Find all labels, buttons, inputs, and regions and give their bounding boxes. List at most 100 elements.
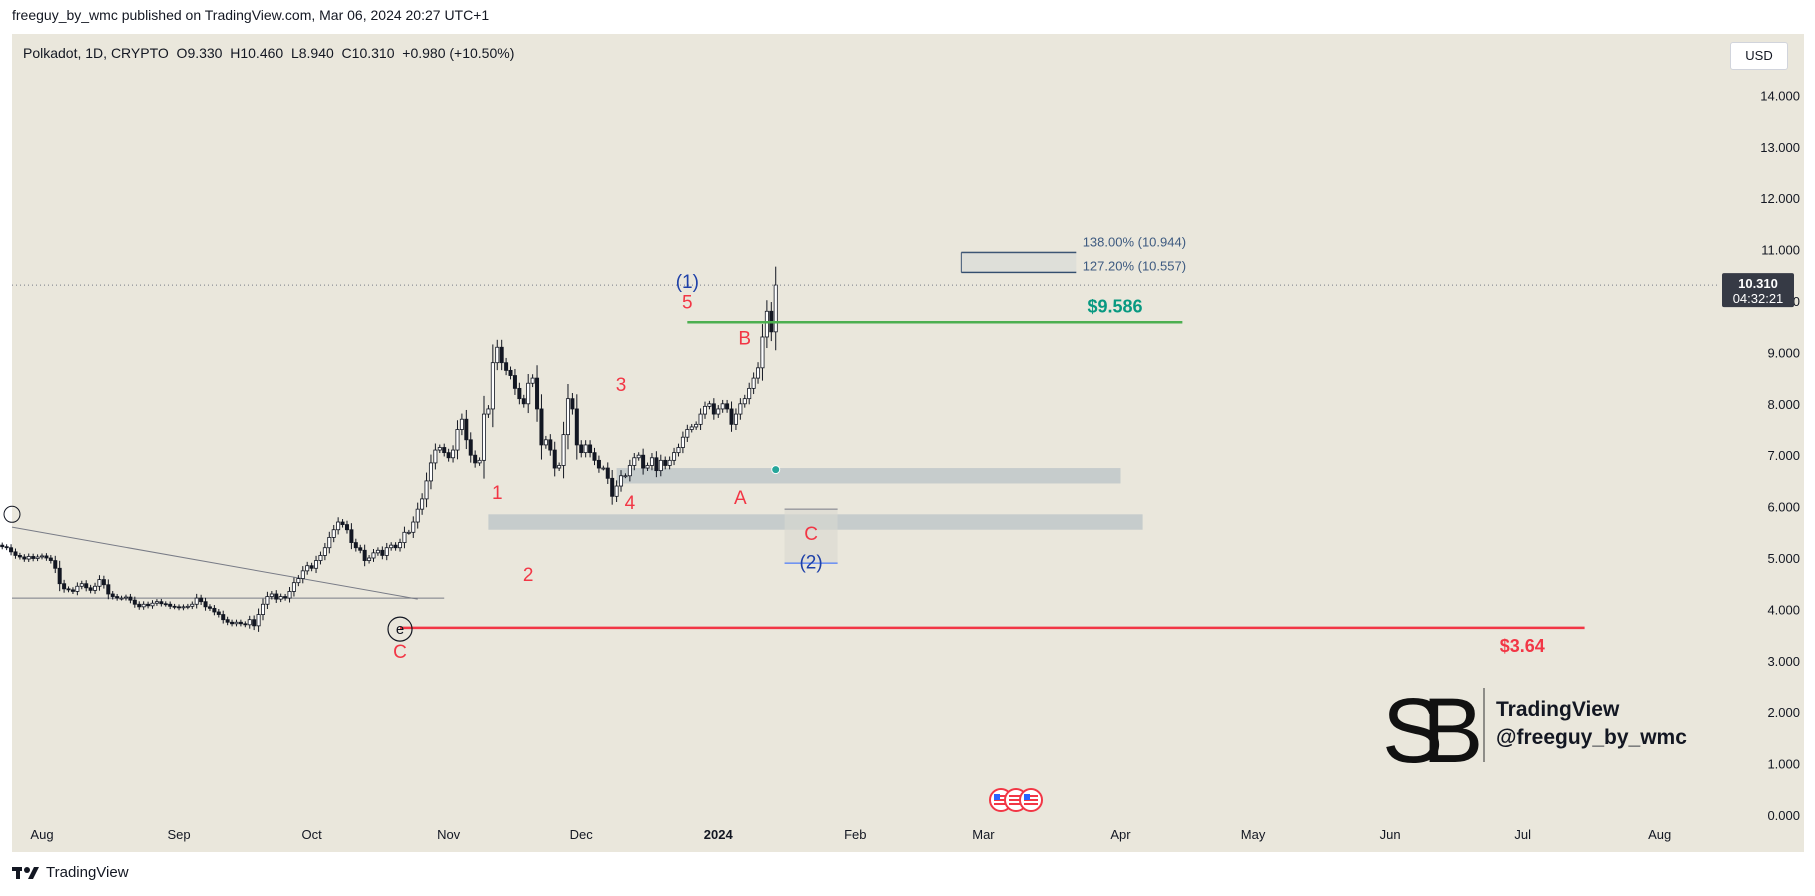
y-tick-label: 2.000 [1767, 705, 1800, 720]
support-zone [616, 468, 1121, 484]
candle-body [260, 603, 265, 615]
candle-body [4, 546, 9, 549]
candle-body [649, 457, 654, 466]
candle-body [13, 551, 18, 556]
watermark-line2: @freeguy_by_wmc [1496, 726, 1687, 749]
candle-body [543, 439, 548, 446]
candle-body [473, 454, 478, 464]
candle-body [676, 447, 681, 454]
candle-body [137, 603, 142, 608]
candle-body [62, 583, 67, 590]
wave-label: (2) [799, 552, 822, 573]
candle-body [185, 605, 190, 608]
candle-body [773, 284, 778, 333]
wave-label: 2 [523, 565, 534, 586]
wave-label: C [393, 642, 407, 663]
candle-body [247, 619, 252, 626]
wave-label: C [804, 524, 818, 545]
candle-body [234, 621, 239, 625]
event-dot [771, 465, 781, 475]
candle-body [614, 485, 619, 497]
candle-body [663, 459, 668, 466]
candle-body [517, 387, 522, 400]
candle-body [181, 606, 186, 609]
candle-body [274, 593, 279, 600]
x-tick-label: Aug [30, 827, 53, 842]
candle-body [570, 398, 575, 410]
candle-body [641, 454, 646, 469]
sb-logo-icon: S B [1382, 680, 1485, 782]
candle-body [512, 375, 517, 389]
candle-body [163, 603, 168, 606]
candle-body [252, 619, 257, 627]
candle-body [733, 413, 738, 425]
candle-body [75, 585, 80, 592]
y-tick-label: 5.000 [1767, 551, 1800, 566]
x-tick-label: Jul [1514, 827, 1531, 842]
wave-label: A [734, 488, 747, 509]
candle-body [331, 529, 336, 538]
candle-body [747, 387, 752, 400]
wave-label: 3 [616, 375, 627, 396]
candle-body [680, 436, 685, 448]
candle-body [168, 603, 173, 607]
y-tick-label: 3.000 [1767, 654, 1800, 669]
candle-body [579, 444, 584, 454]
candle-body [344, 524, 349, 531]
candle-body [26, 556, 31, 560]
candle-body [358, 547, 363, 551]
candle-body [190, 603, 195, 607]
candle-body [707, 403, 712, 407]
candle-body [508, 369, 513, 376]
candle-body [521, 398, 526, 405]
candle-body [504, 362, 509, 371]
footer: TradingView [12, 864, 129, 881]
candle-body [123, 596, 128, 599]
candle-body [314, 560, 319, 569]
candle-body [97, 579, 102, 587]
economic-events[interactable] [988, 787, 1048, 813]
candle-body [756, 367, 761, 379]
candle-body [22, 556, 27, 560]
candle-body [380, 549, 385, 556]
candle-body [592, 452, 597, 461]
tradingview-logo-icon [12, 866, 39, 879]
candle-body [291, 582, 296, 592]
footer-brand: TradingView [46, 864, 129, 881]
candle-body [296, 578, 301, 584]
candle-body [433, 449, 438, 464]
wave-c-box [784, 509, 838, 564]
fib-zone [961, 252, 1077, 273]
candle-body [738, 403, 743, 415]
candle-body [428, 462, 433, 482]
candle-body [207, 606, 212, 609]
candle-body [632, 457, 637, 466]
chart-area[interactable] [12, 34, 1804, 852]
symbol-info: Polkadot, 1D, CRYPTO O9.330 H10.460 L8.9… [23, 45, 515, 61]
candle-body [110, 593, 115, 597]
candle-body [605, 467, 610, 479]
wave-label: B [738, 329, 751, 350]
candle-body [398, 542, 403, 549]
candle-body [561, 434, 566, 466]
us-flag-icon[interactable] [988, 787, 1048, 813]
candle-body [150, 602, 155, 607]
candle-body [159, 601, 164, 605]
candle-body [203, 601, 208, 608]
candle-body [31, 556, 36, 559]
candle-body [349, 529, 354, 543]
y-tick-label: 9.000 [1767, 345, 1800, 360]
candle-body [194, 597, 199, 605]
y-tick-label: 4.000 [1767, 602, 1800, 617]
candle-body [353, 542, 358, 549]
candle-body [645, 465, 650, 469]
candle-body [486, 408, 491, 415]
candle-body [318, 555, 323, 561]
candle-body [101, 579, 106, 586]
currency-button[interactable]: USD [1730, 42, 1788, 70]
candle-body [0, 544, 5, 548]
candle-body [658, 459, 663, 472]
candle-body [393, 544, 398, 549]
candle-body [720, 403, 725, 410]
